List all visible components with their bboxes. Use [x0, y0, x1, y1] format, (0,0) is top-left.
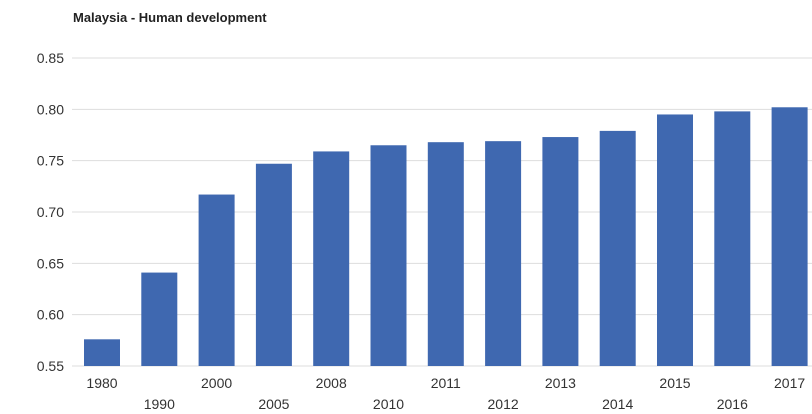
x-tick-label: 2008 — [316, 375, 347, 391]
x-tick-label: 2005 — [258, 396, 289, 412]
bar-2008[interactable] — [313, 151, 350, 366]
x-tick-label: 2010 — [373, 396, 404, 412]
y-tick-label: 0.60 — [37, 307, 64, 323]
bar-2011[interactable] — [427, 142, 464, 366]
x-tick-label: 2015 — [659, 375, 690, 391]
bar-2013[interactable] — [542, 137, 579, 366]
x-tick-label: 2000 — [201, 375, 232, 391]
y-tick-label: 0.70 — [37, 204, 64, 220]
x-tick-label: 1980 — [86, 375, 117, 391]
x-tick-label: 2011 — [431, 375, 461, 391]
y-tick-label: 0.75 — [37, 153, 64, 169]
y-tick-label: 0.80 — [37, 101, 64, 117]
x-tick-label: 2017 — [774, 375, 805, 391]
y-tick-label: 0.85 — [37, 50, 64, 66]
y-tick-label: 0.65 — [37, 255, 64, 271]
y-tick-label: 0.55 — [37, 358, 64, 374]
bar-2014[interactable] — [599, 130, 636, 366]
x-tick-label: 2014 — [602, 396, 633, 412]
bar-2000[interactable] — [198, 194, 235, 366]
x-tick-label: 2016 — [717, 396, 748, 412]
bar-2012[interactable] — [485, 141, 522, 366]
x-tick-label: 2012 — [488, 396, 519, 412]
bar-2010[interactable] — [370, 145, 407, 366]
bar-2016[interactable] — [714, 111, 751, 367]
x-tick-label: 2013 — [545, 375, 576, 391]
bar-1990[interactable] — [141, 272, 178, 366]
bar-2015[interactable] — [657, 114, 693, 366]
bar-1980[interactable] — [84, 339, 120, 366]
bar-2005[interactable] — [255, 163, 292, 366]
bar-2017[interactable] — [771, 107, 808, 366]
chart-title: Malaysia - Human development — [73, 10, 267, 25]
x-tick-label: 1990 — [144, 396, 175, 412]
